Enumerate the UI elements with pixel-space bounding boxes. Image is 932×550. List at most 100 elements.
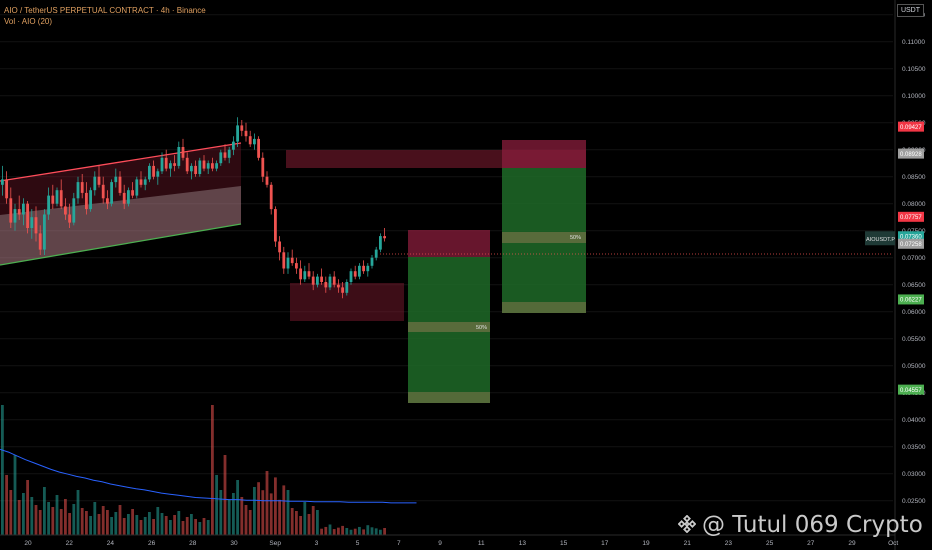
volume-bar	[215, 475, 218, 535]
candle-body	[269, 184, 273, 210]
candle-body	[328, 276, 332, 288]
volume-bar	[206, 520, 210, 535]
candle-body	[362, 265, 365, 272]
volume-bar	[127, 514, 130, 535]
volume-bar	[236, 480, 239, 535]
candle-body	[114, 176, 118, 183]
symbol-tag-label: AIOUSDT.P	[866, 237, 895, 243]
price-tick-label: 0.11000	[902, 39, 925, 46]
volume-bar	[240, 497, 244, 535]
time-tick-label: 24	[107, 540, 115, 547]
candle-body	[379, 236, 382, 250]
volume-bar	[227, 500, 231, 535]
candle-body	[122, 192, 126, 204]
volume-indicator-label[interactable]: Vol · AIO (20)	[4, 17, 53, 26]
candle-body	[160, 157, 164, 172]
candle-body	[236, 125, 239, 142]
candle-body	[181, 147, 185, 158]
volume-bar	[118, 505, 122, 535]
candle-body	[139, 179, 143, 185]
candle-body	[366, 265, 370, 272]
candle-body	[345, 282, 349, 293]
channel-bottom-line	[0, 223, 242, 266]
time-tick-label: 5	[356, 540, 360, 547]
volume-bar	[68, 513, 71, 535]
candle-body	[324, 282, 328, 288]
candle-body	[148, 165, 151, 180]
volume-bar	[76, 490, 80, 535]
volume-bar	[261, 490, 265, 535]
price-label-box	[898, 148, 924, 159]
candle-body	[72, 198, 76, 223]
candle-body	[303, 271, 307, 280]
volume-bar	[383, 528, 386, 535]
time-tick-label: 7	[397, 540, 401, 547]
candle-body	[286, 257, 290, 269]
volume-bar	[232, 493, 235, 535]
price-tick-label: 0.06000	[902, 309, 926, 316]
candle-body	[43, 214, 46, 250]
volume-bar	[362, 529, 365, 535]
price-label-text: 0.07360	[900, 234, 922, 240]
volume-bar	[43, 487, 46, 535]
symbol-tag	[865, 231, 895, 246]
candle-body	[219, 152, 223, 164]
candle-body	[1, 179, 4, 185]
volume-bar	[290, 508, 294, 535]
time-tick-label: 28	[189, 540, 197, 547]
volume-bar	[185, 517, 189, 535]
price-tick-label: 0.03000	[902, 471, 926, 478]
candle-body	[194, 165, 197, 174]
time-tick-label: 9	[438, 540, 442, 547]
volume-bar	[51, 507, 55, 535]
volume-bar	[160, 513, 164, 535]
volume-bar	[303, 502, 307, 535]
candle-body	[190, 165, 193, 172]
candle-body	[76, 182, 80, 199]
volume-bar	[143, 517, 147, 535]
candle-body	[143, 179, 147, 185]
currency-button[interactable]: USDT	[896, 4, 924, 17]
volume-bar	[244, 505, 248, 535]
candle-body	[118, 176, 122, 193]
candle-body	[38, 233, 42, 250]
volume-bar	[248, 510, 252, 535]
candle-body	[26, 203, 29, 228]
candle-body	[311, 276, 315, 285]
candle-body	[261, 157, 265, 177]
volume-bar	[278, 499, 281, 535]
candle-body	[211, 163, 214, 169]
volume-bar	[139, 520, 143, 535]
volume-bar	[173, 515, 176, 535]
price-tick-label: 0.10500	[902, 66, 926, 73]
volume-moving-average	[0, 448, 417, 504]
candle-body	[64, 206, 67, 215]
candle-body	[353, 271, 357, 277]
candle-body	[177, 147, 181, 166]
candle-body	[349, 271, 353, 282]
price-axis[interactable]: 0.115000.110000.105000.100000.095000.090…	[865, 0, 926, 550]
candle-body	[232, 141, 235, 150]
volume-bar	[286, 490, 290, 535]
candle-body	[101, 184, 105, 199]
volume-bar	[13, 455, 17, 535]
volume-bar	[101, 506, 105, 535]
volume-bar	[110, 517, 113, 535]
volume-bar	[169, 520, 172, 535]
candle-body	[110, 182, 113, 204]
candle-body	[282, 252, 286, 269]
candle-body	[185, 157, 189, 172]
price-label-box	[898, 294, 924, 305]
candle-body	[206, 163, 210, 169]
time-axis[interactable]: 20 22 24 26 28 30 Sep 3 5 7 9 11 13 15 17 19 21 23 25 27 29 O…	[0, 534, 898, 547]
volume-bar	[17, 500, 21, 535]
volume-bar	[22, 493, 25, 535]
candle-body	[51, 195, 55, 204]
volume-bar	[164, 516, 168, 535]
candle-body	[5, 179, 8, 199]
candle-body	[244, 130, 248, 137]
volume-bar	[114, 512, 118, 535]
candle-body	[370, 257, 374, 266]
price-tick-label: 0.04000	[902, 417, 926, 424]
